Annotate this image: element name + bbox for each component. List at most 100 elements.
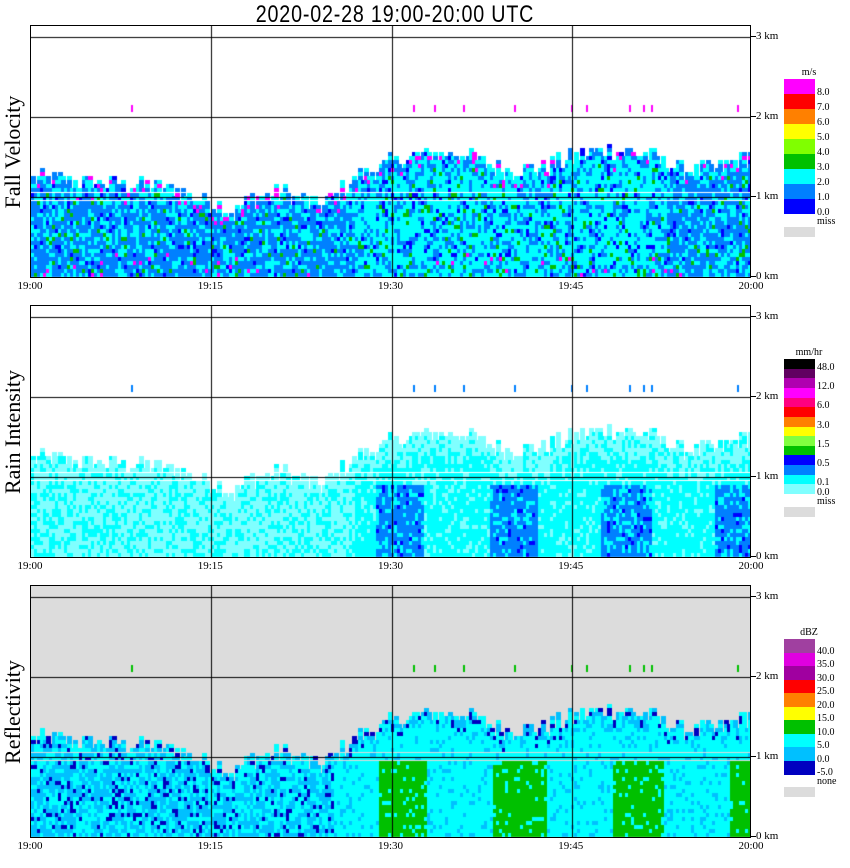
legend-label: 6.0 <box>817 400 830 412</box>
legend-label: 0.0 <box>817 487 830 498</box>
y-tick-label: 2 km <box>756 670 779 682</box>
reflectivity-ylabel: Reflectivity <box>0 660 25 764</box>
y-tick-label: 3 km <box>756 30 779 42</box>
x-tick-label: 19:45 <box>558 840 584 852</box>
legend-swatch <box>784 760 815 775</box>
legend-swatch <box>784 124 815 139</box>
legend-swatch <box>784 387 815 398</box>
legend-label: 2.0 <box>817 177 830 188</box>
legend-swatch <box>784 368 815 379</box>
y-tick-mark <box>751 476 756 477</box>
legend-label: 0.1 <box>817 477 830 489</box>
y-tick-label: 3 km <box>756 310 779 322</box>
legend-swatch <box>784 79 815 94</box>
x-tick-label: 19:45 <box>558 560 584 572</box>
rain-intensity-plot <box>30 305 751 558</box>
fall-velocity-plot <box>30 25 751 278</box>
legend-label: 1.5 <box>817 438 830 450</box>
legend-unit: m/s <box>801 67 817 78</box>
y-tick-mark <box>751 596 756 597</box>
fall-velocity-ylabel: Fall Velocity <box>0 95 25 209</box>
y-tick-label: 0 km <box>756 550 779 562</box>
legend-unit: dBZ <box>800 627 818 638</box>
x-tick-label: 19:15 <box>197 560 223 572</box>
y-tick-label: 2 km <box>756 390 779 402</box>
legend-label: 20.0 <box>817 699 835 711</box>
legend-label: 1.0 <box>817 192 830 203</box>
legend-label: 0.5 <box>817 458 830 470</box>
legend-swatch <box>784 154 815 169</box>
reflectivity-field <box>31 586 750 837</box>
legend-label: 5.0 <box>817 132 830 143</box>
legend-label: 0.0 <box>817 753 830 765</box>
legend-missing-swatch <box>784 227 815 237</box>
y-tick-mark <box>751 676 756 677</box>
x-tick-label: 19:00 <box>17 840 43 852</box>
legend-swatch <box>784 359 815 369</box>
y-tick-mark <box>751 196 756 197</box>
y-tick-label: 0 km <box>756 830 779 842</box>
y-tick-label: 1 km <box>756 470 779 482</box>
legend-missing-swatch <box>784 787 815 797</box>
y-tick-mark <box>751 396 756 397</box>
rain-intensity-ylabel: Rain Intensity <box>0 369 25 495</box>
x-tick-label: 20:00 <box>738 840 764 852</box>
legend-swatch <box>784 666 815 680</box>
x-tick-label: 20:00 <box>738 280 764 292</box>
rain-intensity-field <box>31 306 750 557</box>
legend-swatch <box>784 706 815 721</box>
legend-swatch <box>784 693 815 707</box>
x-tick-label: 19:45 <box>558 280 584 292</box>
legend-label: 40.0 <box>817 645 835 657</box>
legend-swatch <box>784 639 815 653</box>
legend-label: 5.0 <box>817 740 830 751</box>
legend-swatch <box>784 747 815 761</box>
legend-swatch <box>784 416 815 427</box>
legend-swatch <box>784 169 815 184</box>
legend-label: 12.0 <box>817 380 835 392</box>
legend-swatch <box>784 465 815 476</box>
y-tick-mark <box>751 316 756 317</box>
legend-label: 3.0 <box>817 419 830 431</box>
legend-missing-label: miss <box>817 496 836 507</box>
legend-swatch <box>784 109 815 124</box>
legend-label: 30.0 <box>817 672 835 684</box>
legend-swatch <box>784 474 815 485</box>
y-tick-label: 0 km <box>756 270 779 282</box>
legend-label: 6.0 <box>817 117 830 128</box>
legend-swatch <box>784 679 815 694</box>
legend-swatch <box>784 445 815 456</box>
x-tick-label: 19:15 <box>197 840 223 852</box>
legend-swatch <box>784 436 815 447</box>
y-tick-label: 1 km <box>756 750 779 762</box>
legend-swatch <box>784 484 815 495</box>
y-tick-mark <box>751 556 756 557</box>
legend-label: 8.0 <box>817 87 830 98</box>
legend-label: 15.0 <box>817 713 835 724</box>
legend-missing-label: miss <box>817 216 836 227</box>
x-tick-label: 20:00 <box>738 560 764 572</box>
legend-label: 48.0 <box>817 361 835 373</box>
x-tick-label: 19:00 <box>17 280 43 292</box>
legend-missing-swatch <box>784 507 815 517</box>
legend-label: 10.0 <box>817 726 835 738</box>
legend-swatch <box>784 455 815 466</box>
legend-swatch <box>784 397 815 408</box>
legend-label: 4.0 <box>817 147 830 158</box>
y-tick-mark <box>751 36 756 37</box>
legend-swatch <box>784 426 815 437</box>
legend-swatch <box>784 407 815 418</box>
reflectivity-plot <box>30 585 751 838</box>
legend-label: 3.0 <box>817 162 830 173</box>
reflectivity-panel: Reflectivity 0 km 1 km 2 km 3 km 19:00 19:15 19… <box>0 585 850 865</box>
y-tick-mark <box>751 116 756 117</box>
legend-swatch <box>784 94 815 109</box>
x-tick-label: 19:30 <box>377 560 404 572</box>
legend-label: -5.0 <box>817 767 833 778</box>
x-tick-label: 19:30 <box>377 840 404 852</box>
legend-swatch <box>784 720 815 734</box>
fall-velocity-panel: Fall Velocity 0 km 1 km 2 km 3 km 19:00 19:15 1… <box>0 25 850 305</box>
x-tick-label: 19:15 <box>197 280 223 292</box>
legend-swatch <box>784 199 815 214</box>
rain-intensity-panel: Rain Intensity 0 km 1 km 2 km 3 km 19:00 19:15… <box>0 305 850 585</box>
